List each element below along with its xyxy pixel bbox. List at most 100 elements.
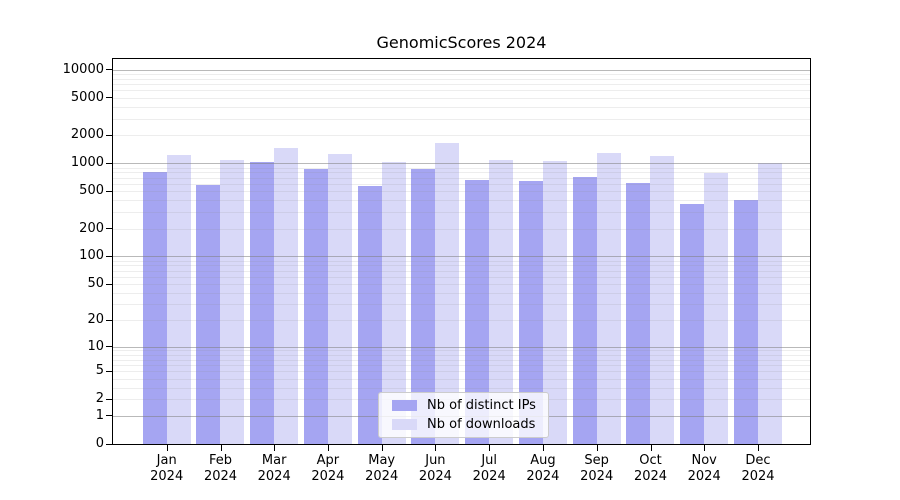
y-tick-label: 50	[87, 276, 104, 292]
x-tick-mark	[220, 445, 222, 451]
gridline-minor	[113, 106, 810, 108]
gridline-minor	[113, 90, 810, 92]
x-tick-label: Dec 2024	[741, 453, 775, 484]
x-tick-label: Jul 2024	[472, 453, 506, 484]
y-tick-mark	[106, 134, 112, 136]
x-tick-mark	[166, 445, 168, 451]
gridline-minor	[113, 293, 810, 295]
bar	[250, 161, 275, 444]
x-tick-mark	[435, 445, 437, 451]
bar	[733, 199, 758, 444]
x-tick-label: May 2024	[365, 453, 399, 484]
x-tick-mark	[542, 445, 544, 451]
x-tick-label: Mar 2024	[257, 453, 291, 484]
bar	[220, 160, 245, 444]
y-tick-mark	[106, 283, 112, 285]
x-tick-mark	[596, 445, 598, 451]
y-tick-mark	[106, 97, 112, 99]
gridline-minor	[113, 212, 810, 213]
x-tick-mark	[758, 445, 759, 451]
y-tick-label: 1000	[70, 155, 104, 171]
bar	[680, 204, 705, 444]
gridline-minor	[113, 167, 810, 169]
y-tick-label: 10000	[62, 61, 104, 77]
gridline-minor	[113, 183, 810, 185]
gridline-minor	[113, 265, 810, 267]
y-tick-mark	[106, 319, 112, 321]
y-tick-label: 2	[95, 391, 104, 407]
y-tick-mark	[106, 190, 112, 192]
bar	[757, 163, 782, 444]
legend-item-downloads: Nb of downloads	[387, 417, 540, 432]
gridline-minor	[113, 200, 810, 202]
y-tick-label: 0	[95, 436, 104, 451]
gridline-minor	[113, 304, 810, 306]
bar	[327, 153, 352, 444]
gridline-minor	[113, 73, 810, 75]
x-tick-label: Feb 2024	[203, 453, 238, 484]
y-tick-label: 20	[87, 312, 104, 328]
x-tick-label: Jun 2024	[418, 453, 452, 484]
gridline-minor	[113, 191, 810, 193]
gridline-minor	[113, 378, 810, 380]
legend-label: Nb of downloads	[427, 417, 536, 432]
legend-label: Nb of distinct IPs	[427, 398, 536, 413]
y-tick-label: 100	[79, 248, 104, 264]
bar	[357, 186, 382, 444]
gridline-major	[113, 346, 810, 348]
gridline-minor	[113, 228, 810, 230]
gridline-minor	[113, 78, 810, 80]
gridline-minor	[113, 84, 810, 86]
gridline-minor	[113, 260, 810, 262]
bar	[572, 176, 597, 444]
y-tick-mark	[106, 69, 112, 71]
gridline-minor	[113, 118, 810, 120]
y-tick-mark	[106, 370, 112, 372]
x-tick-label: Sep 2024	[580, 453, 614, 484]
bar	[166, 154, 191, 444]
bar	[596, 152, 621, 444]
legend-swatch-downloads	[392, 419, 417, 430]
gridline-minor	[113, 320, 810, 322]
legend-item-distinct-ips: Nb of distinct IPs	[387, 398, 540, 413]
x-tick-label: Apr 2024	[311, 453, 345, 484]
y-tick-mark	[106, 255, 112, 257]
gridline-minor	[113, 350, 810, 352]
legend: Nb of distinct IPs Nb of downloads	[378, 392, 549, 438]
x-tick-mark	[327, 445, 329, 451]
y-tick-mark	[106, 443, 112, 445]
x-tick-mark	[489, 445, 491, 451]
y-tick-mark	[106, 346, 112, 347]
x-tick-mark	[650, 445, 652, 451]
bar	[650, 156, 675, 444]
gridline-minor	[113, 177, 810, 179]
gridline-major	[113, 163, 810, 165]
gridline-minor	[113, 172, 810, 174]
y-tick-label: 5	[95, 363, 104, 379]
gridline-minor	[113, 270, 810, 272]
gridline-major	[113, 69, 810, 71]
y-tick-mark	[106, 228, 112, 229]
gridline-minor	[113, 359, 810, 361]
y-tick-label: 500	[79, 183, 104, 199]
chart-title: GenomicScores 2024	[376, 33, 547, 52]
bar	[704, 172, 729, 444]
x-tick-mark	[381, 445, 383, 451]
bar	[274, 147, 299, 444]
bar	[196, 185, 221, 444]
x-tick-label: Jan 2024	[150, 453, 184, 484]
y-tick-label: 2000	[70, 127, 104, 143]
gridline-major	[113, 256, 810, 258]
gridline-minor	[113, 371, 810, 373]
gridline-minor	[113, 276, 810, 278]
gridline-minor	[113, 135, 810, 137]
y-tick-label: 1	[95, 407, 104, 423]
gridline-minor	[113, 97, 810, 99]
bar	[626, 182, 651, 444]
x-tick-label: Oct 2024	[633, 453, 668, 484]
gridline-minor	[113, 284, 810, 286]
y-tick-label: 5000	[70, 89, 104, 105]
legend-swatch-distinct-ips	[392, 400, 417, 411]
